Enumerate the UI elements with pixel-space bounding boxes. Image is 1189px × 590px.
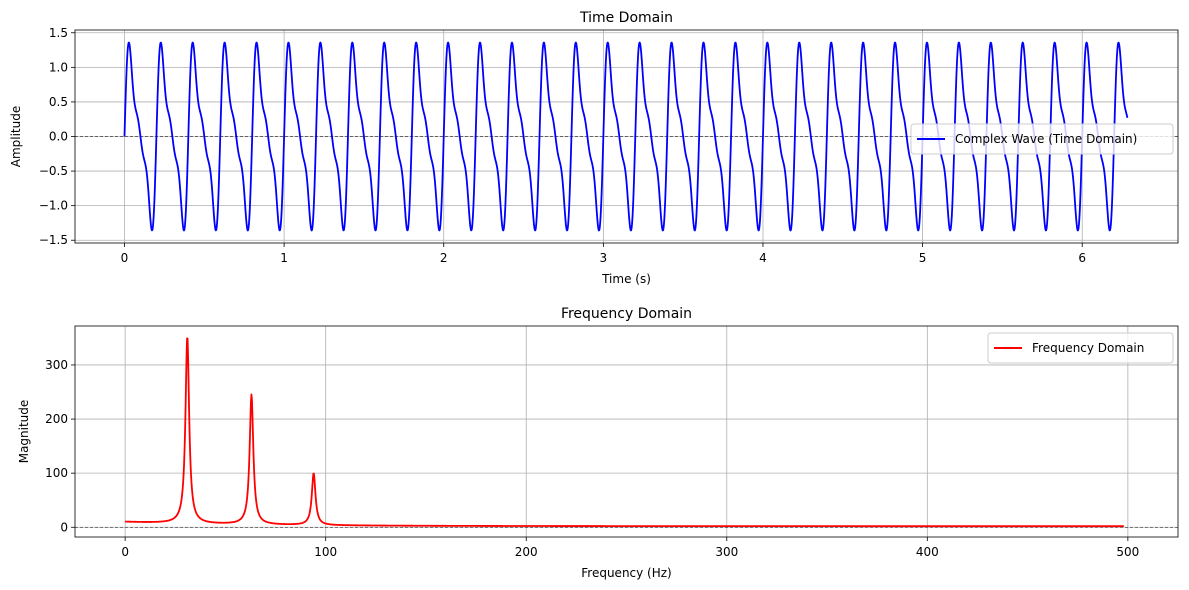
frequency-domain-panel: 0 100 200 300 400 500 0 100 200 300 Frequency Dom…: [17, 306, 1179, 580]
freq-x-tick-label: 400: [916, 545, 939, 559]
time-axes-frame: [74, 29, 1179, 244]
time-x-axis-label: Time (s): [601, 272, 651, 286]
freq-y-tick-label: 300: [45, 358, 68, 372]
time-x-tick-label: 3: [600, 251, 608, 265]
freq-y-tick-label: 100: [45, 466, 68, 480]
freq-legend-box: [987, 332, 1174, 364]
time-legend-label: Complex Wave (Time Domain): [955, 132, 1137, 146]
freq-legend-label: Frequency Domain: [1032, 341, 1144, 355]
time-legend-box: [910, 123, 1174, 155]
time-x-tick-label: 2: [440, 251, 448, 265]
time-plot-area: [75, 41, 1178, 232]
freq-x-tick-label: 300: [715, 545, 738, 559]
time-y-tick-label: 1.5: [49, 26, 68, 40]
freq-series-line: [124, 337, 1125, 528]
freq-x-axis-label: Frequency (Hz): [581, 566, 672, 580]
time-domain-panel: 0 1 2 3 4 5 6 −1.5 −1.0 −0.5 0.0 0.5 1.0 1.5 Time Dom…: [9, 10, 1179, 286]
freq-axes-frame: [74, 325, 1179, 538]
freq-x-tick-label: 100: [314, 545, 337, 559]
time-y-tick-label: −0.5: [39, 164, 68, 178]
time-series-line: [123, 41, 1129, 232]
time-y-tick-label: 0.0: [49, 130, 68, 144]
time-x-tick-label: 1: [280, 251, 288, 265]
freq-x-tick-label: 0: [121, 545, 129, 559]
freq-x-tick-label: 200: [515, 545, 538, 559]
freq-y-axis-label: Magnitude: [17, 400, 31, 464]
time-ticks: 0 1 2 3 4 5 6 −1.5 −1.0 −0.5 0.0 0.5 1.0 1.5: [39, 26, 1086, 265]
time-legend: Complex Wave (Time Domain): [910, 123, 1174, 155]
time-x-tick-label: 5: [919, 251, 927, 265]
freq-x-tick-label: 500: [1116, 545, 1139, 559]
time-x-tick-label: 6: [1078, 251, 1086, 265]
time-y-axis-label: Amplitude: [9, 106, 23, 168]
time-chart-title: Time Domain: [579, 10, 673, 26]
freq-chart-title: Frequency Domain: [561, 306, 692, 322]
time-x-tick-label: 0: [121, 251, 129, 265]
freq-plot-area: [75, 337, 1178, 528]
time-y-tick-label: −1.5: [39, 233, 68, 247]
freq-legend: Frequency Domain: [987, 332, 1174, 364]
time-y-tick-label: 1.0: [49, 60, 68, 74]
time-x-tick-label: 4: [759, 251, 767, 265]
freq-y-tick-label: 0: [60, 520, 68, 534]
time-y-tick-label: 0.5: [49, 95, 68, 109]
freq-y-tick-label: 200: [45, 412, 68, 426]
freq-ticks: 0 100 200 300 400 500 0 100 200 300: [45, 358, 1139, 559]
time-y-tick-label: −1.0: [39, 199, 68, 213]
